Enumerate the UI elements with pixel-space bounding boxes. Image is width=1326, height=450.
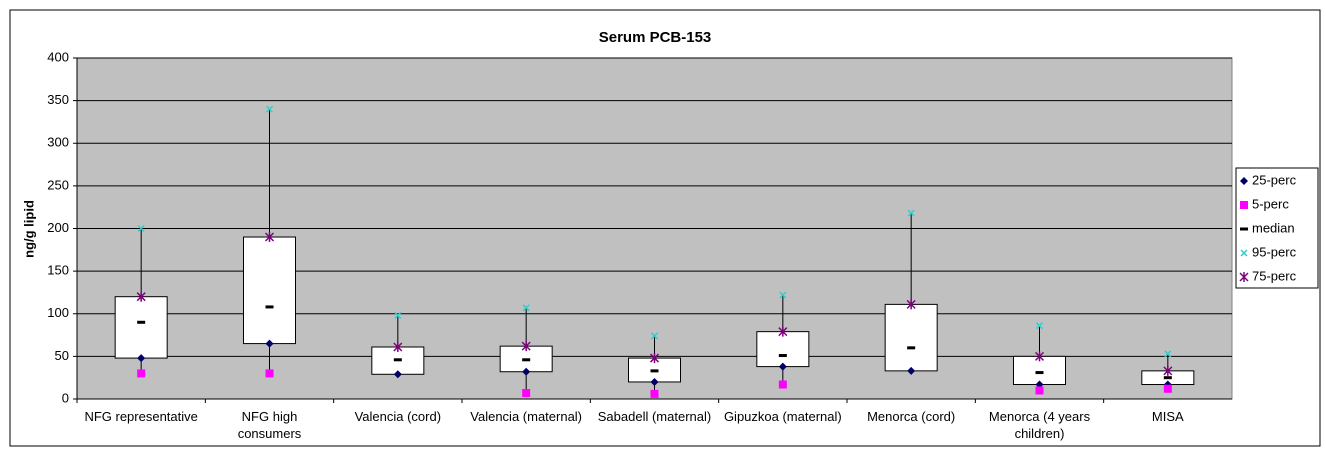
marker-25-perc <box>650 377 659 386</box>
marker-median <box>778 354 787 358</box>
marker-95-perc <box>907 209 915 217</box>
box <box>243 236 296 345</box>
legend-box <box>1235 167 1319 289</box>
y-tick-label: 350 <box>47 92 69 107</box>
legend-marker <box>1240 249 1248 257</box>
marker-median <box>137 320 146 324</box>
marker-median <box>907 346 916 350</box>
marker-95-perc <box>265 105 274 113</box>
marker-75-perc <box>906 299 916 310</box>
marker-95-perc <box>522 304 530 312</box>
y-tick-label: 300 <box>47 135 69 150</box>
marker-75-perc <box>264 232 275 243</box>
legend-marker <box>1240 177 1248 185</box>
marker-95-perc <box>1035 322 1044 330</box>
legend-label: 25-perc <box>1252 172 1297 187</box>
marker-5-perc <box>522 389 531 398</box>
marker-95-perc <box>650 332 659 340</box>
marker-median <box>650 369 659 373</box>
marker-95-perc <box>1164 350 1172 358</box>
x-tick-label: Menorca (cord) <box>867 409 956 424</box>
x-tick-label: Menorca (4 years children) <box>988 409 1091 441</box>
marker-25-perc <box>265 339 274 348</box>
marker-75-perc <box>521 341 531 352</box>
y-tick-label: 250 <box>47 177 69 192</box>
x-tick-label: NFG representative <box>84 409 198 424</box>
marker-25-perc <box>907 366 916 375</box>
x-tick-label: MISA <box>1151 409 1184 424</box>
marker-25-perc <box>137 354 146 363</box>
legend-marker <box>1239 272 1249 282</box>
legend-marker <box>1240 201 1248 209</box>
box <box>114 296 168 359</box>
marker-median <box>1163 376 1172 380</box>
box <box>884 303 938 372</box>
marker-75-perc <box>1163 365 1173 376</box>
legend-label: 95-perc <box>1252 244 1297 259</box>
legend-label: 5-perc <box>1252 196 1289 211</box>
y-tick-label: 150 <box>47 263 69 278</box>
x-tick-label: Valencia (cord) <box>354 409 442 424</box>
marker-median <box>393 358 402 362</box>
marker-95-perc <box>137 224 145 233</box>
chart-title: Serum PCB-153 <box>599 29 712 46</box>
marker-5-perc <box>137 369 146 378</box>
y-tick-label: 0 <box>62 390 69 405</box>
y-tick-label: 50 <box>55 348 69 363</box>
marker-25-perc <box>778 362 787 371</box>
marker-75-perc <box>778 326 788 337</box>
box <box>756 331 810 368</box>
legend-label: 75-perc <box>1252 268 1297 283</box>
marker-75-perc <box>136 291 146 302</box>
marker-75-perc <box>649 353 660 364</box>
marker-5-perc <box>778 380 787 389</box>
legend-label: median <box>1252 220 1295 235</box>
y-tick-label: 100 <box>47 305 69 320</box>
marker-5-perc <box>265 369 274 378</box>
marker-median <box>265 305 274 309</box>
marker-75-perc <box>393 341 403 352</box>
y-axis-label: ng/g lipid <box>21 200 36 258</box>
marker-95-perc <box>779 291 787 299</box>
x-tick-label: Valencia (maternal) <box>470 409 583 424</box>
marker-median <box>1035 371 1044 375</box>
x-tick-label: Sabadell (maternal) <box>597 409 712 424</box>
marker-5-perc <box>1163 384 1172 393</box>
marker-25-perc <box>393 370 402 379</box>
x-tick-label: NFG high consumers <box>237 409 302 441</box>
marker-5-perc <box>650 389 659 398</box>
marker-75-perc <box>1034 351 1045 362</box>
y-tick-label: 400 <box>47 49 69 64</box>
marker-5-perc <box>1035 386 1044 395</box>
marker-25-perc <box>522 367 531 376</box>
y-tick-label: 200 <box>47 220 69 235</box>
marker-median <box>522 358 531 362</box>
legend-marker <box>1240 227 1248 231</box>
x-tick-label: Gipuzkoa (maternal) <box>723 409 842 424</box>
marker-95-perc <box>394 311 402 319</box>
